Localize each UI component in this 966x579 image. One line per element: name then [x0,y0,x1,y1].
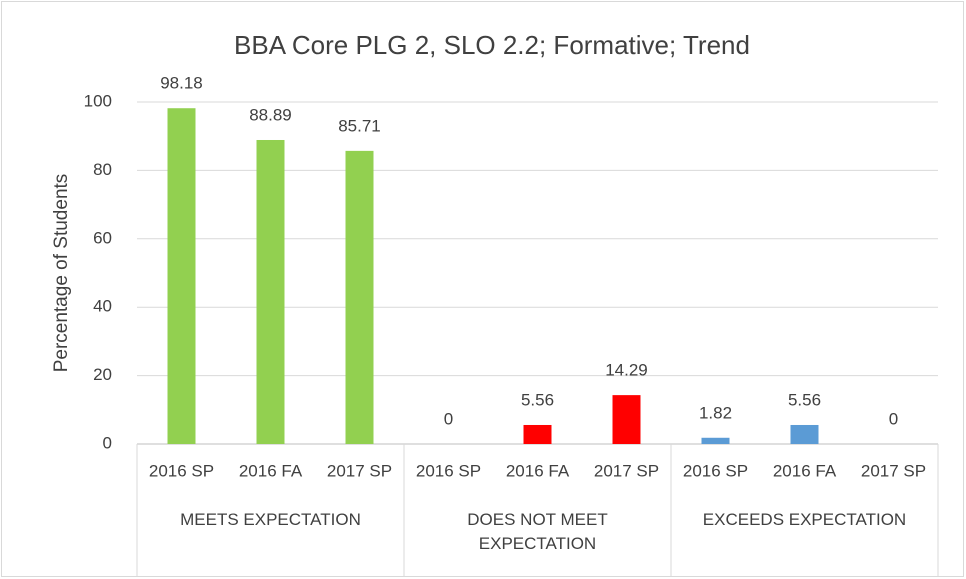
data-label: 0 [444,409,453,428]
y-tick-label: 60 [93,228,112,247]
data-label: 5.56 [788,390,821,409]
x-tick-label: 2016 SP [149,461,214,480]
data-label: 85.71 [338,116,381,135]
group-label: MEETS EXPECTATION [180,510,361,529]
y-tick-label: 100 [84,91,112,110]
bar [612,395,641,444]
bar [523,424,552,444]
x-tick-label: 2017 SP [594,461,659,480]
y-axis-label: Percentage of Students [51,174,72,373]
data-label: 14.29 [605,361,648,380]
group-label: DOES NOT MEET EXPECTATION [467,510,608,553]
x-tick-label: 2017 SP [327,461,392,480]
data-label: 1.82 [699,403,732,422]
x-tick-label: 2016 SP [416,461,481,480]
group-label: EXCEEDS EXPECTATION [702,510,907,529]
bar [701,437,730,444]
x-tick-label: 2017 SP [861,461,926,480]
data-label: 88.89 [249,105,292,124]
x-tick-label: 2016 FA [506,461,570,480]
y-tick-label: 0 [103,433,112,452]
x-tick-label: 2016 FA [239,461,303,480]
bar [345,150,374,444]
chart-title: BBA Core PLG 2, SLO 2.2; Formative; Tren… [234,30,750,60]
x-tick-label: 2016 FA [773,461,837,480]
bar [167,108,196,445]
y-tick-label: 80 [93,160,112,179]
data-label: 5.56 [521,390,554,409]
x-tick-label: 2016 SP [683,461,748,480]
data-label: 0 [889,409,898,428]
bar [256,139,285,444]
bar [790,424,819,444]
y-tick-label: 20 [93,365,112,384]
data-label: 98.18 [160,74,203,93]
y-tick-label: 40 [93,297,112,316]
